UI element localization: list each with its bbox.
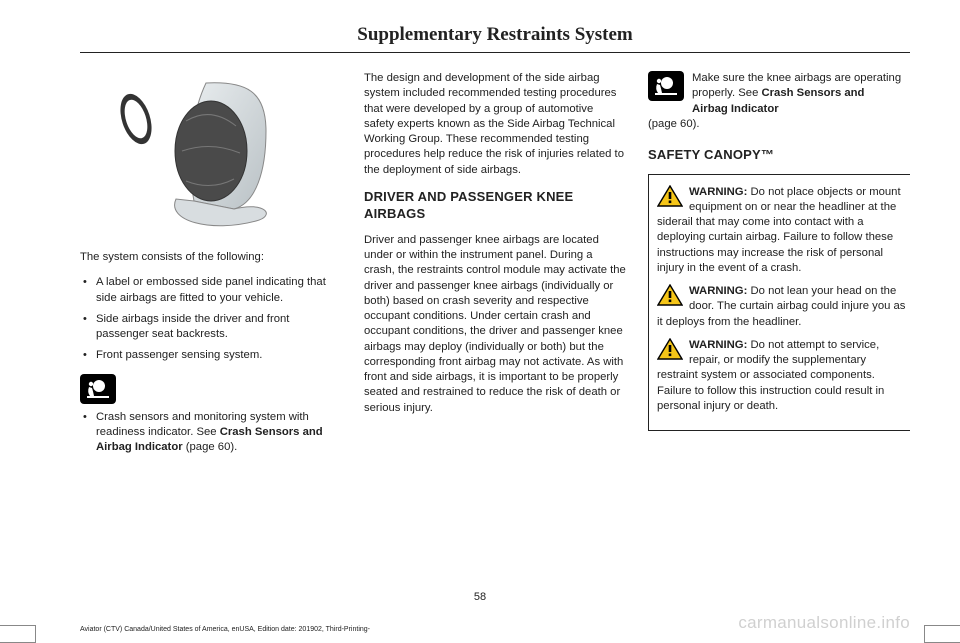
warning-item: WARNING: Do not attempt to service, repa… (657, 338, 908, 414)
warning-icon (657, 338, 683, 360)
warning-icon (657, 185, 683, 207)
crop-mark-left (0, 625, 36, 643)
warning-item: WARNING: Do not lean your head on the do… (657, 284, 908, 330)
seat-airbag-figure (116, 71, 306, 236)
footer-meta: Aviator (CTV) Canada/United States of Am… (80, 626, 370, 633)
page-title: Supplementary Restraints System (80, 24, 910, 52)
watermark: carmanualsonline.info (738, 613, 910, 633)
col1-bullets-2: Crash sensors and monitoring system with… (80, 410, 342, 456)
warning-text: Do not place objects or mount equipment … (657, 186, 901, 274)
airbag-icon (80, 374, 116, 404)
airbag-icon (648, 71, 684, 101)
col3-heading: SAFETY CANOPY™ (648, 146, 910, 164)
footer-row: Aviator (CTV) Canada/United States of Am… (80, 613, 910, 633)
warning-label: WARNING: (689, 186, 747, 198)
column-2: The design and development of the side a… (364, 71, 626, 461)
col1-bullets: A label or embossed side panel indicatin… (80, 275, 342, 363)
warning-icon (657, 284, 683, 306)
list-item: Front passenger sensing system. (80, 348, 342, 363)
list-item: Crash sensors and monitoring system with… (80, 410, 342, 456)
col3-knee-note: Make sure the knee airbags are operating… (648, 71, 910, 117)
col1-intro: The system consists of the following: (80, 250, 342, 265)
warning-box: WARNING: Do not place objects or mount e… (648, 174, 910, 432)
col3-knee-text: Make sure the knee airbags are operating… (692, 71, 902, 117)
column-1: The system consists of the following: A … (80, 71, 342, 461)
list-item: Side airbags inside the driver and front… (80, 312, 342, 343)
warning-item: WARNING: Do not place objects or mount e… (657, 185, 908, 277)
warning-label: WARNING: (689, 339, 747, 351)
text: (page 60). (183, 441, 238, 453)
list-item: A label or embossed side panel indicatin… (80, 275, 342, 306)
col3-page-ref: (page 60). (648, 117, 910, 132)
col2-heading: DRIVER AND PASSENGER KNEE AIRBAGS (364, 188, 626, 223)
col2-para1: The design and development of the side a… (364, 71, 626, 178)
col2-para2: Driver and passenger knee airbags are lo… (364, 233, 626, 416)
crop-mark-right (924, 625, 960, 643)
manual-page: Supplementary Restraints System (0, 0, 960, 643)
warning-label: WARNING: (689, 285, 747, 297)
title-rule (80, 52, 910, 53)
columns: The system consists of the following: A … (80, 71, 910, 461)
column-3: Make sure the knee airbags are operating… (648, 71, 910, 461)
page-number: 58 (0, 591, 960, 603)
